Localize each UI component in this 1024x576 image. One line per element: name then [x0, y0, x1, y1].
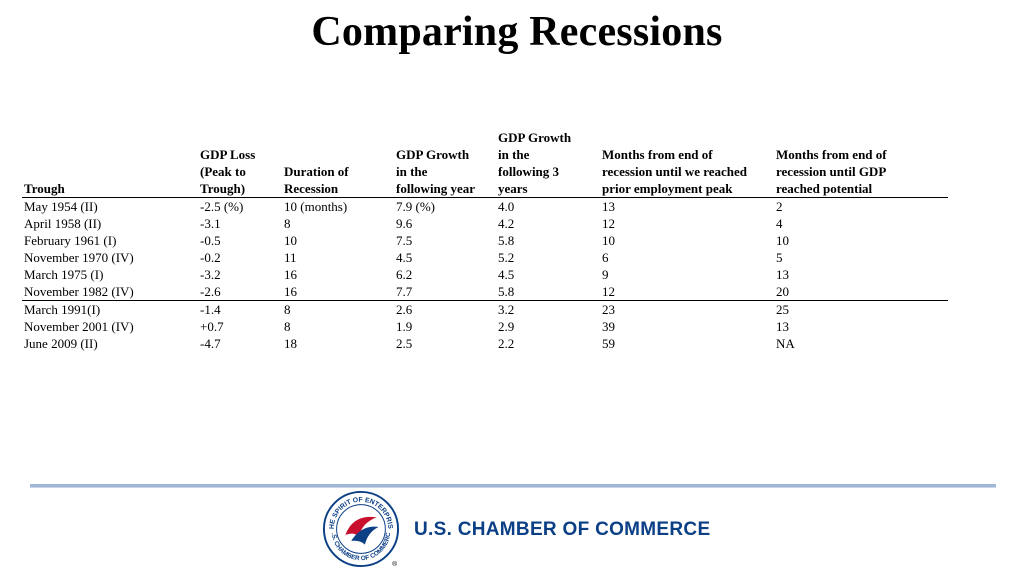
cell-gdp-growth-3y: 3.2	[498, 302, 515, 317]
cell-duration: 16	[284, 284, 297, 299]
table-row: November 1982 (IV) -2.6 16 7.7 5.8 12 20	[22, 283, 948, 301]
column-header-duration: Duration of Recession	[284, 164, 349, 196]
cell-months-gdp: 13	[776, 267, 789, 282]
table-row: February 1961 (I) -0.5 10 7.5 5.8 10 10	[22, 232, 948, 249]
cell-duration: 18	[284, 336, 297, 351]
cell-duration: 8	[284, 319, 291, 334]
cell-months-employment: 9	[602, 267, 609, 282]
cell-gdp-growth-3y: 5.8	[498, 233, 515, 248]
recessions-table: Trough GDP Loss (Peak to Trough) Duratio…	[22, 129, 948, 352]
table-row: November 1970 (IV) -0.2 11 4.5 5.2 6 5	[22, 249, 948, 266]
cell-months-gdp: 20	[776, 284, 789, 299]
cell-gdp-growth-1y: 2.6	[396, 302, 413, 317]
cell-gdp-growth-1y: 7.9 (%)	[396, 199, 435, 214]
cell-months-gdp: 2	[776, 199, 783, 214]
cell-months-gdp: 13	[776, 319, 789, 334]
cell-trough: November 1982 (IV)	[24, 284, 134, 299]
cell-months-gdp: 10	[776, 233, 789, 248]
cell-gdp-growth-1y: 4.5	[396, 250, 413, 265]
cell-months-employment: 23	[602, 302, 615, 317]
table-row: May 1954 (II) -2.5 (%) 10 (months) 7.9 (%) 4…	[22, 198, 948, 216]
cell-months-employment: 39	[602, 319, 615, 334]
table-row: March 1975 (I) -3.2 16 6.2 4.5 9 13	[22, 266, 948, 283]
cell-months-gdp: 4	[776, 216, 783, 231]
cell-trough: March 1975 (I)	[24, 267, 104, 282]
svg-text:®: ®	[392, 560, 397, 568]
cell-trough: November 1970 (IV)	[24, 250, 134, 265]
cell-months-gdp: NA	[776, 336, 795, 351]
cell-gdp-growth-1y: 1.9	[396, 319, 413, 334]
column-header-gdp-growth-3y: GDP Growth in the following 3 years	[498, 130, 572, 196]
cell-duration: 16	[284, 267, 297, 282]
cell-gdp-loss: -4.7	[200, 336, 221, 351]
chamber-seal-logo: THE SPIRIT OF ENTERPRISE U.S. CHAMBER OF…	[322, 490, 400, 568]
cell-gdp-growth-1y: 7.7	[396, 284, 413, 299]
cell-trough: May 1954 (II)	[24, 199, 98, 214]
cell-duration: 11	[284, 250, 297, 265]
cell-months-employment: 13	[602, 199, 615, 214]
table-header-row: Trough GDP Loss (Peak to Trough) Duratio…	[22, 129, 948, 198]
column-header-gdp-growth-1y: GDP Growth in the following year	[396, 147, 476, 196]
table-row: November 2001 (IV) +0.7 8 1.9 2.9 39 13	[22, 318, 948, 335]
cell-gdp-loss: -2.5 (%)	[200, 199, 244, 214]
cell-gdp-loss: -0.5	[200, 233, 221, 248]
cell-gdp-growth-3y: 4.0	[498, 199, 515, 214]
cell-trough: March 1991(I)	[24, 302, 101, 317]
page-title: Comparing Recessions	[311, 9, 723, 55]
cell-months-gdp: 25	[776, 302, 789, 317]
cell-gdp-loss: -1.4	[200, 302, 221, 317]
cell-gdp-loss: -3.1	[200, 216, 221, 231]
cell-trough: June 2009 (II)	[24, 336, 98, 351]
organization-name: U.S. CHAMBER OF COMMERCE	[414, 519, 711, 540]
cell-gdp-growth-1y: 6.2	[396, 267, 413, 282]
cell-trough: February 1961 (I)	[24, 233, 117, 248]
column-header-months-gdp: Months from end of recession until GDP r…	[776, 147, 887, 196]
table-row: June 2009 (II) -4.7 18 2.5 2.2 59 NA	[22, 335, 948, 352]
cell-gdp-growth-3y: 4.2	[498, 216, 515, 231]
cell-duration: 8	[284, 216, 291, 231]
table-row: March 1991(I) -1.4 8 2.6 3.2 23 25	[22, 301, 948, 319]
cell-months-gdp: 5	[776, 250, 783, 265]
cell-trough: November 2001 (IV)	[24, 319, 134, 334]
cell-trough: April 1958 (II)	[24, 216, 102, 231]
cell-duration: 10	[284, 233, 297, 248]
column-header-months-employment: Months from end of recession until we re…	[602, 147, 748, 196]
cell-gdp-loss: -0.2	[200, 250, 221, 265]
cell-months-employment: 12	[602, 284, 615, 299]
cell-gdp-growth-3y: 5.2	[498, 250, 515, 265]
cell-months-employment: 59	[602, 336, 615, 351]
cell-gdp-growth-1y: 2.5	[396, 336, 413, 351]
cell-gdp-growth-3y: 2.2	[498, 336, 515, 351]
table-row: April 1958 (II) -3.1 8 9.6 4.2 12 4	[22, 215, 948, 232]
cell-gdp-growth-3y: 2.9	[498, 319, 515, 334]
cell-duration: 8	[284, 302, 291, 317]
cell-months-employment: 6	[602, 250, 609, 265]
cell-duration: 10 (months)	[284, 199, 348, 214]
cell-gdp-growth-3y: 5.8	[498, 284, 515, 299]
column-header-gdp-loss: GDP Loss (Peak to Trough)	[200, 147, 256, 196]
cell-gdp-loss: -2.6	[200, 284, 221, 299]
cell-months-employment: 10	[602, 233, 615, 248]
cell-gdp-loss: +0.7	[200, 319, 224, 334]
footer-divider	[30, 484, 996, 488]
cell-gdp-growth-1y: 7.5	[396, 233, 413, 248]
cell-gdp-growth-1y: 9.6	[396, 216, 413, 231]
cell-gdp-loss: -3.2	[200, 267, 221, 282]
cell-months-employment: 12	[602, 216, 615, 231]
cell-gdp-growth-3y: 4.5	[498, 267, 515, 282]
column-header-trough: Trough	[24, 181, 65, 196]
